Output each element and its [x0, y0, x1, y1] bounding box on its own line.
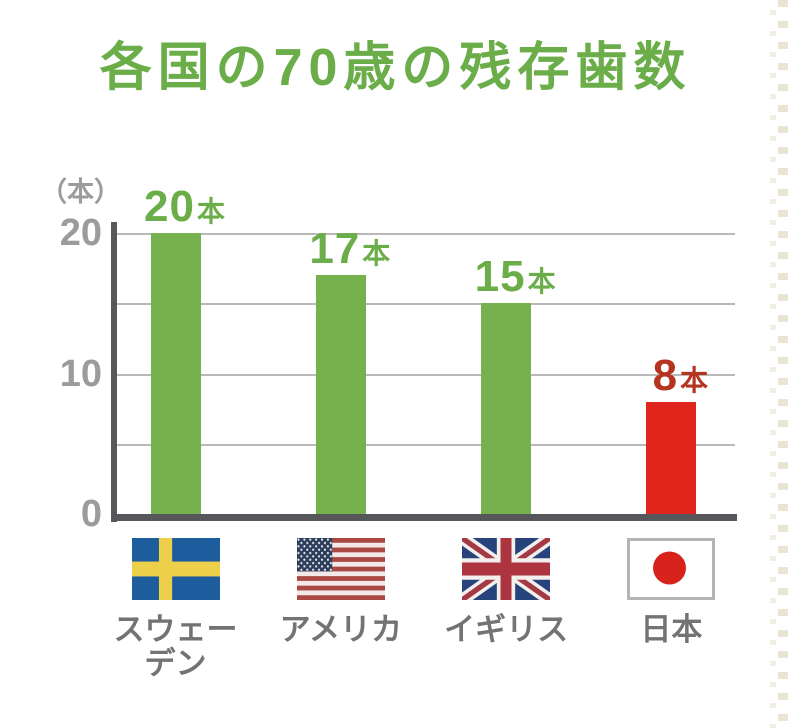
bar-value-unit: 本 — [196, 196, 225, 227]
bar-value-number: 20 — [144, 182, 195, 231]
bar-value-number: 8 — [652, 350, 679, 400]
bar-value-number: 17 — [309, 224, 361, 274]
bar-value-unit: 本 — [680, 364, 709, 396]
right-edge-texture — [778, 0, 788, 728]
gridline — [117, 233, 735, 235]
gridline — [117, 373, 735, 376]
bar-value-label: 20本 — [75, 185, 295, 229]
bar-sweden — [150, 233, 201, 514]
y-tick-label: 10 — [59, 352, 102, 395]
chart-title: 各国の70歳の残存歯数 — [99, 39, 692, 97]
usa-flag-icon — [296, 538, 385, 600]
y-tick-label: 20 — [59, 212, 102, 254]
bar-value-label: 15本 — [405, 255, 625, 299]
sweden-flag-icon — [131, 538, 220, 600]
y-axis-line — [111, 222, 117, 522]
category-label: スウェーデン — [113, 612, 238, 681]
gridline — [117, 443, 735, 446]
gridline — [117, 303, 735, 306]
x-axis-line — [111, 514, 737, 521]
bar-japan — [646, 401, 697, 514]
bar-value-label: 17本 — [240, 227, 460, 271]
japan-flag-icon — [627, 538, 716, 600]
bar-usa — [315, 275, 366, 514]
category-label: イギリス — [444, 612, 569, 647]
category-label: 日本 — [640, 612, 703, 647]
bar-value-number: 15 — [474, 252, 526, 302]
bar-value-label: 8本 — [570, 350, 790, 400]
bar-value-unit: 本 — [362, 238, 391, 270]
y-tick-label: 0 — [80, 493, 102, 535]
bar-value-unit: 本 — [527, 266, 556, 298]
uk-flag-icon — [462, 538, 551, 600]
bar-uk — [481, 303, 532, 514]
right-edge-texture-inner — [770, 10, 776, 728]
y-axis-unit-label: （本） — [40, 177, 121, 207]
category-label: アメリカ — [279, 612, 403, 647]
